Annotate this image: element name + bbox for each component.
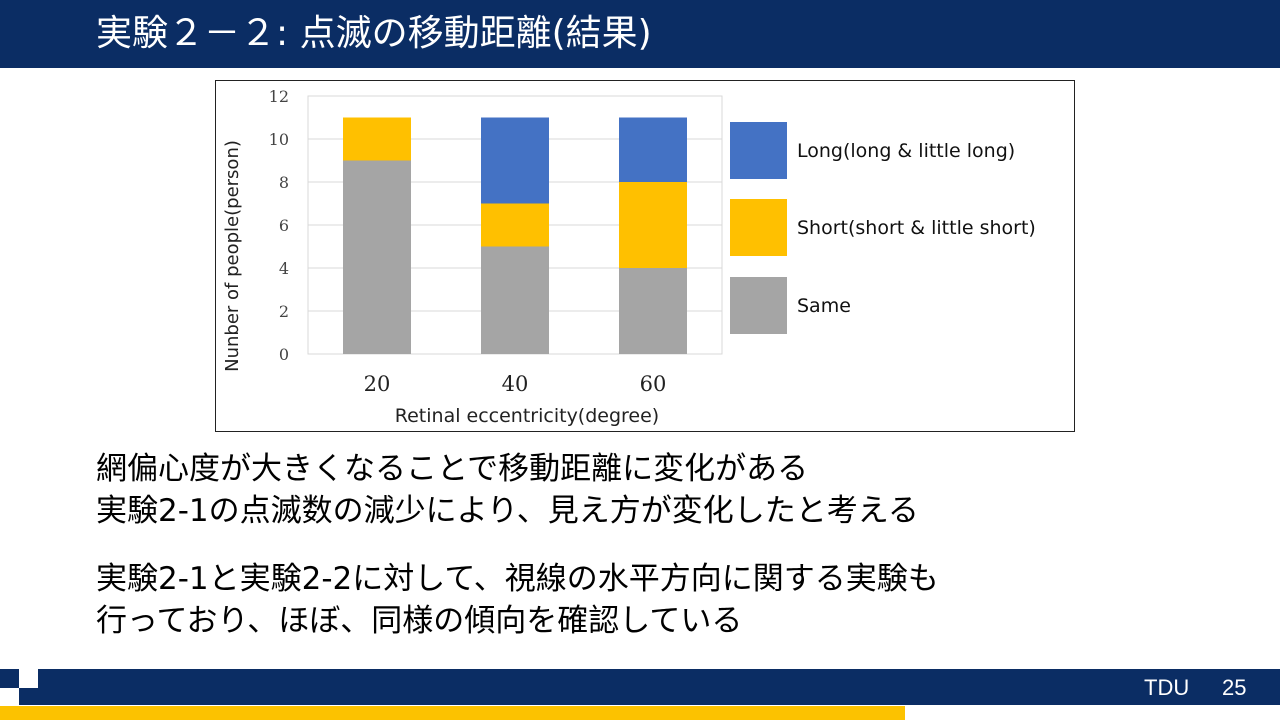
legend-label: Same [797, 295, 851, 317]
stacked-bar-chart: 0 2 4 6 8 10 12 20 40 60 Retinal eccentricity(de… [222, 87, 1036, 427]
legend-swatch [730, 122, 787, 179]
x-axis-label: Retinal eccentricity(degree) [395, 405, 659, 427]
footer-decor-square [0, 688, 19, 706]
y-tick-label: 4 [279, 259, 289, 278]
footer-bar [0, 669, 1280, 705]
bar-segment [619, 268, 687, 354]
bar-segment [481, 203, 549, 247]
footer-accent-stripe [0, 706, 905, 720]
body-line-1: 網偏心度が大きくなることで移動距離に変化がある [96, 451, 809, 487]
legend-label: Short(short & little short) [797, 217, 1036, 239]
y-tick-label: 6 [279, 216, 289, 235]
bar-segment [619, 117, 687, 182]
y-tick-labels: 0 2 4 6 8 10 12 [269, 87, 289, 364]
bar-segment [343, 117, 411, 161]
legend-swatch [730, 277, 787, 334]
slide-title: 実験２－２: 点滅の移動距離(結果) [96, 13, 652, 54]
x-tick-label: 40 [502, 372, 529, 396]
legend-swatch [730, 199, 787, 256]
page-number: 25 [1222, 675, 1247, 700]
x-tick-labels: 20 40 60 [364, 372, 667, 396]
y-tick-label: 8 [279, 173, 289, 192]
bar-segment [481, 117, 549, 204]
chart-frame: 0 2 4 6 8 10 12 20 40 60 Retinal eccentricity(de… [215, 80, 1075, 432]
y-tick-label: 12 [269, 87, 289, 106]
y-axis-label: Nunber of people(person) [222, 140, 243, 372]
bar-segment [619, 182, 687, 268]
y-tick-label: 2 [279, 302, 289, 321]
body-line-2: 実験2-1の点滅数の減少により、見え方が変化したと考える [96, 493, 919, 529]
footer-label: TDU [1144, 675, 1190, 700]
bar-segment [343, 160, 411, 354]
title-bar: 実験２－２: 点滅の移動距離(結果) [0, 0, 1280, 68]
body-line-4: 行っており、ほぼ、同様の傾向を確認している [96, 603, 743, 639]
footer-decor-square [19, 669, 38, 688]
legend-label: Long(long & little long) [797, 140, 1015, 162]
x-tick-label: 20 [364, 372, 391, 396]
y-tick-label: 10 [269, 130, 289, 149]
bar-segment [481, 246, 549, 354]
x-tick-label: 60 [640, 372, 667, 396]
chart-bars [343, 117, 687, 354]
y-tick-label: 0 [279, 345, 289, 364]
chart-legend: Long(long & little long) Short(short & li… [730, 122, 1036, 334]
body-line-3: 実験2-1と実験2-2に対して、視線の水平方向に関する実験も [96, 561, 939, 597]
